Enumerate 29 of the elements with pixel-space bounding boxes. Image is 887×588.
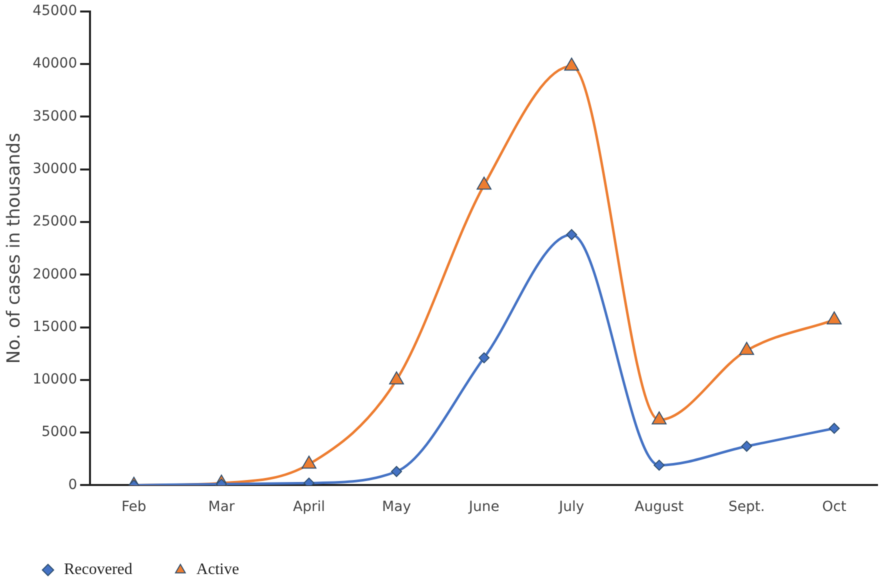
point (739, 342, 754, 355)
point (302, 456, 316, 469)
y-tick-label: 30000 (32, 160, 78, 177)
y-tick-label: 20000 (32, 266, 78, 282)
y-axis-title: No. of cases in thousands (3, 132, 24, 364)
x-tick-label: Mar (208, 499, 235, 516)
y-tick-label: 45000 (32, 3, 78, 20)
x-tick-label: April (292, 499, 325, 516)
y-tick-label: 10000 (32, 372, 78, 388)
y-tick-label: 0 (68, 476, 78, 493)
x-tick-label: June (468, 499, 500, 516)
x-tick-label: July (558, 499, 584, 516)
x-tick-label: Sept. (728, 499, 765, 516)
x-tick-label: Feb (122, 499, 146, 516)
y-tick-label: 35000 (32, 108, 78, 124)
point (652, 411, 667, 424)
x-tick-label: May (382, 499, 412, 516)
x-tick-label: August (634, 499, 684, 516)
y-tick-label: 15000 (32, 318, 78, 335)
point (389, 371, 404, 384)
point (826, 311, 842, 324)
point (564, 58, 580, 71)
y-tick-label: 5000 (41, 424, 78, 440)
legend-label: Recovered (64, 561, 132, 578)
y-tick-label: 25000 (32, 214, 78, 230)
legend-label: Active (196, 561, 240, 578)
point (476, 176, 492, 190)
x-tick-label: Oct (822, 499, 847, 516)
y-tick-label: 40000 (32, 56, 78, 72)
